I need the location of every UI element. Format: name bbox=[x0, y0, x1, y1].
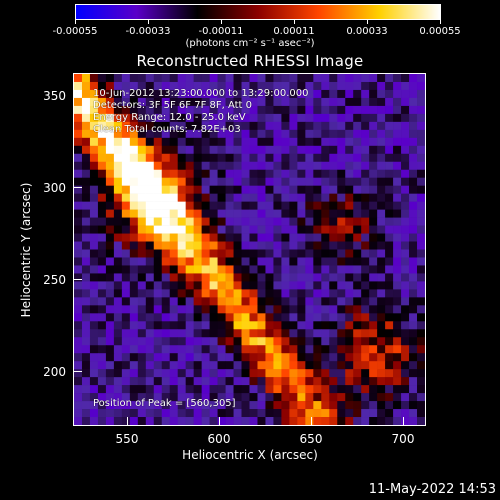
y-tick-label: 300 bbox=[43, 181, 66, 195]
y-tick-label: 200 bbox=[43, 365, 66, 379]
colorbar-tick-label: -0.00055 bbox=[52, 26, 98, 37]
x-tick-label: 550 bbox=[115, 432, 139, 446]
colorbar-tickmark bbox=[221, 20, 222, 24]
colorbar-tickmark bbox=[148, 20, 149, 24]
x-tickmark bbox=[127, 417, 128, 425]
colorbar-tick-label: 0.00055 bbox=[419, 26, 461, 37]
colorbar-tickmark bbox=[75, 20, 76, 24]
x-axis-label: Heliocentric X (arcsec) bbox=[182, 448, 318, 462]
timestamp: 11-May-2022 14:53 bbox=[368, 482, 496, 497]
colorbar-tick-label: -0.00011 bbox=[198, 26, 244, 37]
y-tick-label: 250 bbox=[43, 273, 66, 287]
colorbar-tick-label: 0.00011 bbox=[273, 26, 315, 37]
image-canvas bbox=[74, 74, 425, 425]
energy-range-text: Energy Range: 12.0 - 25.0 keV bbox=[93, 112, 246, 123]
colorbar-tick-label: -0.00033 bbox=[125, 26, 171, 37]
colorbar-tickmark bbox=[367, 20, 368, 24]
x-tick-label: 700 bbox=[391, 432, 415, 446]
colorbar-tickmark bbox=[440, 20, 441, 24]
y-tickmark bbox=[74, 279, 82, 280]
colorbar bbox=[75, 4, 441, 20]
reconstructed-image bbox=[73, 73, 426, 426]
x-tick-label: 600 bbox=[207, 432, 231, 446]
time-range-text: 10-Jun-2012 13:23:00.000 to 13:29:00.000 bbox=[93, 88, 309, 99]
detectors-text: Detectors: 3F 5F 6F 7F 8F, Att 0 bbox=[93, 100, 253, 111]
colorbar-tick-label: 0.00033 bbox=[346, 26, 388, 37]
colorbar-tickmark bbox=[294, 20, 295, 24]
x-tick-label: 650 bbox=[299, 432, 323, 446]
x-tickmark bbox=[219, 417, 220, 425]
plot-title: Reconstructed RHESSI Image bbox=[136, 52, 364, 70]
colorbar-unit-label: (photons cm⁻² s⁻¹ asec⁻²) bbox=[185, 38, 315, 49]
peak-position-text: Position of Peak = [560,305] bbox=[93, 398, 236, 409]
y-tickmark bbox=[74, 95, 82, 96]
y-axis-label: Heliocentric Y (arcsec) bbox=[19, 182, 33, 318]
y-tickmark bbox=[74, 187, 82, 188]
y-tickmark bbox=[74, 371, 82, 372]
counts-text: Clean Total counts: 7.82E+03 bbox=[93, 124, 241, 135]
x-tickmark bbox=[311, 417, 312, 425]
y-tick-label: 350 bbox=[43, 89, 66, 103]
x-tickmark bbox=[403, 417, 404, 425]
